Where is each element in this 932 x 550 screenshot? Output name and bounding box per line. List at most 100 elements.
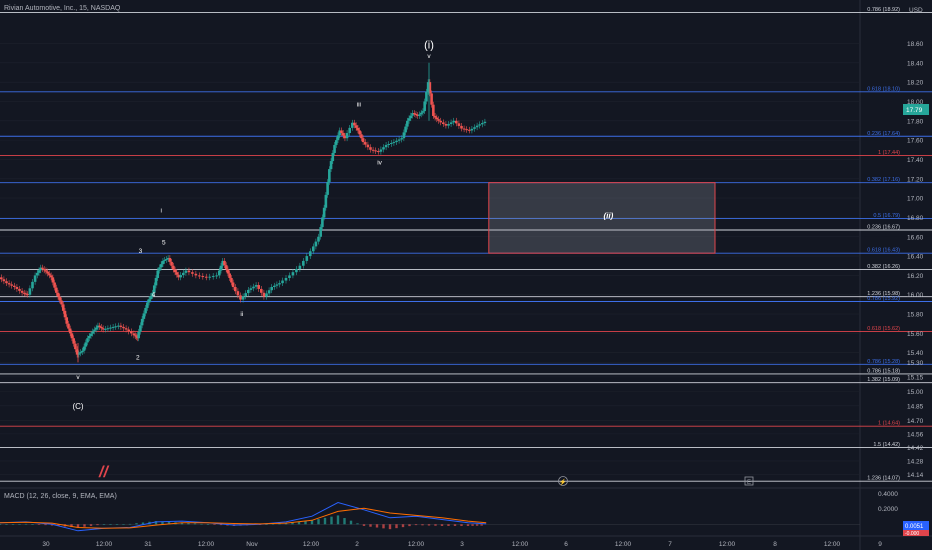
zone-rect bbox=[488, 182, 716, 254]
candle-body bbox=[65, 317, 69, 324]
macd-hist-bar bbox=[480, 524, 483, 526]
macd-hist-bar bbox=[115, 524, 119, 525]
candle-body bbox=[58, 296, 62, 301]
macd-hist-bar bbox=[219, 524, 223, 526]
candle-body bbox=[360, 134, 363, 139]
candle-body bbox=[135, 336, 138, 338]
candle-body bbox=[267, 290, 271, 294]
candle-body bbox=[384, 144, 388, 148]
candle-body bbox=[24, 293, 28, 295]
candle-body bbox=[127, 329, 130, 332]
candle-body bbox=[298, 265, 302, 269]
earnings-event-marker[interactable] bbox=[744, 476, 754, 486]
candle-body bbox=[55, 287, 58, 293]
candle-body bbox=[130, 331, 133, 334]
candle-body bbox=[163, 259, 166, 261]
candle-body bbox=[139, 325, 142, 332]
candle-body bbox=[75, 349, 79, 355]
candle-body bbox=[353, 122, 356, 126]
macd-hist-bar bbox=[349, 520, 353, 525]
candle-body bbox=[358, 130, 361, 135]
candle-body bbox=[247, 289, 250, 294]
candle-body bbox=[252, 286, 255, 289]
macd-hist-bar bbox=[154, 521, 158, 525]
time-tick-1: 12:00 bbox=[96, 541, 113, 548]
candle-body bbox=[321, 217, 324, 228]
macd-line bbox=[0, 501, 487, 532]
candle-body bbox=[338, 130, 342, 136]
candle-body bbox=[79, 352, 82, 354]
candle-body bbox=[140, 318, 144, 326]
candle-body bbox=[74, 343, 77, 350]
macd-hist-bar bbox=[76, 524, 80, 528]
candle-body bbox=[224, 265, 228, 270]
candle-body bbox=[265, 293, 268, 297]
macd-hist-bar bbox=[213, 524, 216, 525]
macd-hist-bar bbox=[278, 523, 281, 525]
fib-label-0: 0.786 (18.92) bbox=[867, 7, 900, 13]
macd-hist-bar bbox=[135, 523, 138, 525]
candle-body bbox=[392, 142, 396, 144]
time-axis[interactable]: 30 12:00 31 12:00 Nov 12:00 2 12:00 3 12:00 6 12:00… bbox=[42, 541, 882, 548]
candle-body bbox=[308, 251, 312, 257]
price-tick-3: 18.00 bbox=[907, 99, 924, 106]
candle-body bbox=[184, 270, 188, 273]
candle-body bbox=[483, 121, 487, 124]
candle-body bbox=[91, 331, 95, 334]
candle-body bbox=[319, 227, 322, 237]
candle-body bbox=[219, 265, 223, 271]
candle-body bbox=[124, 328, 128, 330]
candle-body bbox=[151, 292, 154, 297]
macd-hist-bar bbox=[330, 516, 333, 525]
price-tick-19: 15.00 bbox=[907, 389, 924, 396]
price-tick-15: 15.60 bbox=[907, 331, 924, 338]
price-tick-20: 14.85 bbox=[907, 403, 924, 410]
candle-body bbox=[356, 127, 360, 131]
price-tick-10: 16.60 bbox=[907, 234, 924, 241]
candle-body bbox=[239, 295, 242, 300]
candle-body bbox=[230, 277, 233, 283]
candle-body bbox=[419, 112, 423, 115]
macd-hist-bar bbox=[96, 524, 99, 526]
wave-label-5: ii bbox=[240, 311, 243, 318]
macd-hist-bar bbox=[408, 524, 411, 527]
macd-hist-bar bbox=[141, 522, 145, 525]
price-axis[interactable]: 18.60 18.40 18.20 18.00 17.80 17.60 17.40 17.20… bbox=[907, 41, 924, 479]
wave-ii-zone bbox=[488, 182, 716, 254]
candle-body bbox=[41, 267, 44, 269]
macd-hist-bar bbox=[109, 524, 112, 525]
last-price-text: 17.79 bbox=[906, 107, 923, 114]
candle-body bbox=[331, 153, 335, 162]
candle-body bbox=[215, 275, 218, 277]
candle-body bbox=[416, 114, 420, 116]
candle-body bbox=[158, 267, 161, 271]
macd-hist-bar bbox=[180, 522, 184, 525]
macd-hist-bar bbox=[291, 522, 294, 525]
flash-event-marker[interactable] bbox=[558, 476, 568, 486]
signal-value-badge bbox=[903, 530, 929, 536]
candle-body bbox=[96, 325, 100, 328]
candle-body bbox=[93, 329, 96, 332]
fib-label-12: 0.786 (15.28) bbox=[867, 359, 900, 365]
wave-label-4: i bbox=[160, 208, 161, 215]
candle-body bbox=[221, 260, 225, 266]
candle-body bbox=[404, 126, 407, 133]
flash-icon: ⚡ bbox=[559, 478, 566, 486]
candle-body bbox=[324, 194, 328, 208]
candle-body bbox=[94, 327, 98, 330]
fib-label-10: 0.786 (15.92) bbox=[867, 296, 900, 302]
time-tick-6: 2 bbox=[355, 541, 359, 548]
time-tick-7: 12:00 bbox=[408, 541, 425, 548]
candle-body bbox=[295, 268, 298, 273]
candle-body bbox=[329, 161, 333, 170]
candle-body bbox=[241, 296, 245, 300]
wave-label-12: (ii) bbox=[604, 211, 614, 220]
candle-body bbox=[462, 128, 466, 130]
macd-hist-bar bbox=[460, 524, 463, 526]
macd-hist-bar bbox=[475, 524, 479, 526]
macd-hist-bar bbox=[89, 524, 93, 526]
candle-body bbox=[166, 258, 170, 260]
candle-body bbox=[44, 270, 48, 272]
